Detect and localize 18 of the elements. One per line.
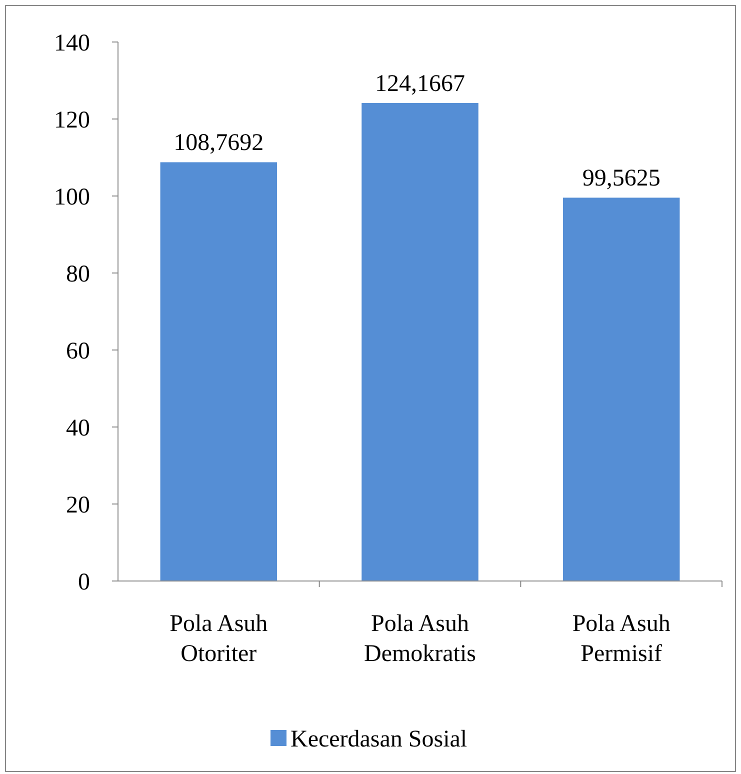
legend-label: Kecerdasan Sosial (290, 726, 468, 752)
bar (362, 102, 478, 581)
y-tick-label: 120 (54, 107, 90, 134)
y-tick-label: 60 (66, 338, 90, 364)
text: 124,1667 (375, 70, 465, 97)
y-tick-label: 0 (78, 569, 90, 596)
bar (160, 162, 278, 581)
y-tick-label: 80 (66, 261, 90, 288)
x-tick-label: Pola Asuh Otoriter (170, 611, 268, 667)
y-tick-label: 100 (54, 184, 90, 210)
bar (562, 198, 680, 581)
y-tick-label: 20 (66, 492, 90, 518)
text: 108,7692 (174, 130, 264, 156)
text: 99,5625 (582, 166, 660, 192)
y-tick-label: 40 (66, 415, 90, 442)
x-tick-label: Pola Asuh Demokratis (364, 611, 476, 667)
x-tick-label: Pola Asuh Permisif (572, 611, 670, 667)
y-tick-label: 140 (54, 30, 90, 56)
